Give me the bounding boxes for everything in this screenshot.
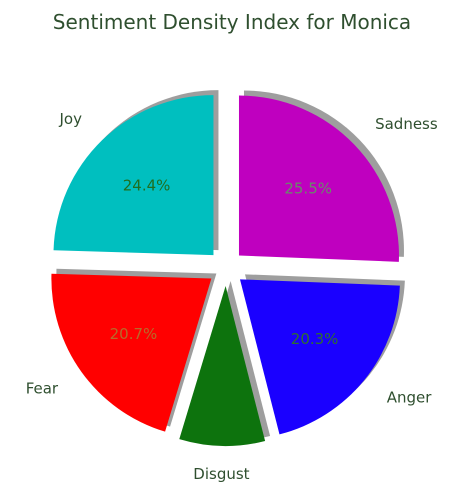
pie-labels: Sadness 25.5% Anger 20.3% Disgust Fear 20.7% Jo… [26, 110, 438, 483]
slice-anger [239, 279, 400, 435]
slice-sadness [238, 95, 399, 262]
slice-percent-joy: 24.4% [123, 177, 171, 195]
slice-label-sadness: Sadness [375, 115, 438, 133]
slice-disgust [179, 285, 266, 446]
slice-label-disgust: Disgust [193, 465, 249, 483]
pie-slices [51, 95, 400, 446]
slice-joy [53, 95, 214, 256]
slice-fear [51, 273, 212, 432]
slice-percent-anger: 20.3% [291, 330, 339, 348]
chart-title: Sentiment Density Index for Monica [52, 10, 412, 34]
slice-label-fear: Fear [26, 379, 59, 397]
slice-percent-sadness: 25.5% [284, 179, 332, 197]
slice-label-joy: Joy [58, 110, 82, 128]
slice-percent-fear: 20.7% [110, 325, 158, 343]
slice-label-anger: Anger [387, 389, 433, 407]
